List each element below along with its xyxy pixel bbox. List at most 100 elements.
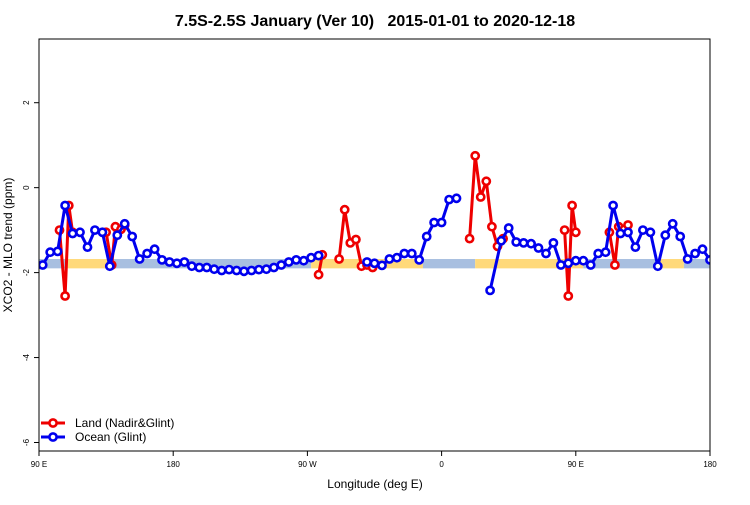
data-point-ocean (630, 242, 641, 252)
data-point-ocean (164, 257, 175, 267)
band-segment (657, 259, 684, 269)
data-point-ocean (186, 261, 197, 272)
data-point-land (481, 176, 492, 187)
data-point-ocean (518, 237, 529, 248)
data-point-ocean (556, 260, 566, 270)
data-point-land (475, 192, 486, 202)
data-point-land (313, 269, 324, 280)
data-point-ocean (60, 200, 70, 211)
data-point-land (350, 234, 361, 245)
data-point-ocean (414, 254, 425, 265)
data-point-ocean (45, 247, 56, 258)
data-point-ocean (585, 260, 596, 270)
data-point-ocean (570, 255, 581, 266)
data-point-ocean (391, 252, 402, 263)
y-axis-label: XCO2 - MLO trend (ppm) (1, 178, 15, 313)
x-tick-label: 180 (703, 460, 717, 469)
data-point-ocean (485, 285, 495, 296)
data-point-ocean (690, 248, 700, 259)
data-point-ocean (75, 227, 85, 238)
x-tick-label: 0 (439, 460, 444, 469)
data-point-ocean (578, 255, 589, 266)
data-point-land (559, 225, 570, 235)
band-segment (683, 259, 710, 269)
data-point-ocean (503, 223, 514, 233)
band-segment (111, 259, 312, 269)
data-point-ocean (224, 264, 234, 275)
data-point-ocean (313, 250, 324, 261)
data-point-ocean (104, 261, 115, 272)
data-point-ocean (660, 230, 671, 241)
legend-marker (48, 418, 58, 428)
y-tick-label: 0 (22, 185, 31, 190)
series-ocean (39, 193, 721, 296)
data-point-ocean (149, 244, 160, 255)
band-segment (39, 259, 66, 269)
data-point-ocean (127, 231, 138, 242)
band-segment (475, 259, 584, 269)
data-point-ocean (548, 237, 559, 248)
data-point-ocean (399, 248, 410, 259)
data-point-ocean (496, 235, 507, 246)
data-point-land (486, 221, 497, 232)
data-point-ocean (112, 230, 123, 241)
band-segment (583, 259, 658, 269)
data-point-ocean (444, 194, 454, 205)
data-point-ocean (97, 227, 108, 238)
data-point-ocean (194, 262, 205, 273)
chart-title: 7.5S-2.5S January (Ver 10) 2015-01-01 to… (175, 13, 575, 30)
data-point-ocean (157, 254, 167, 265)
series-land (54, 150, 633, 301)
x-tick-label: 90 W (298, 460, 317, 469)
plot-frame (38, 38, 711, 452)
data-point-ocean (306, 252, 316, 263)
data-point-ocean (563, 258, 574, 269)
data-point-ocean (705, 255, 710, 265)
data-point-ocean (298, 255, 309, 266)
data-point-ocean (201, 262, 212, 273)
data-point-ocean (451, 193, 462, 204)
data-point-ocean (667, 218, 678, 229)
data-point-ocean (369, 258, 380, 269)
data-point-ocean (526, 238, 536, 249)
data-point-ocean (436, 217, 447, 228)
data-point-ocean (675, 231, 686, 242)
data-point-ocean (291, 254, 302, 265)
band-segment (422, 259, 476, 269)
x-tick-label: 180 (167, 460, 181, 469)
data-point-ocean (246, 265, 257, 276)
data-point-land (334, 254, 344, 264)
y-tick-label: 2 (22, 100, 31, 105)
data-point-ocean (600, 247, 611, 258)
series-line-land (58, 204, 75, 298)
data-point-ocean (276, 260, 287, 270)
data-point-ocean (421, 231, 432, 242)
data-point-ocean (682, 254, 693, 264)
x-tick-label: 90 E (568, 460, 584, 469)
data-point-land (567, 200, 577, 211)
data-point-ocean (90, 225, 100, 235)
data-point-ocean (231, 265, 242, 276)
data-point-ocean (541, 248, 551, 259)
data-point-ocean (82, 242, 93, 252)
data-point-ocean (511, 237, 522, 247)
legend: Land (Nadir&Glint)Ocean (Glint) (41, 416, 174, 444)
data-point-ocean (142, 248, 152, 259)
data-point-land (610, 260, 620, 270)
data-point-ocean (406, 248, 417, 259)
data-point-ocean (171, 258, 182, 269)
data-point-ocean (362, 257, 372, 267)
data-point-land (563, 291, 574, 301)
series-layer (39, 150, 721, 301)
data-point-ocean (533, 243, 544, 253)
data-point-land (60, 291, 70, 301)
x-axis-label: Longitude (deg E) (327, 477, 422, 491)
data-point-ocean (615, 228, 626, 239)
data-point-ocean (714, 258, 721, 265)
legend-item-ocean: Ocean (Glint) (41, 430, 146, 444)
data-point-ocean (652, 261, 663, 272)
data-point-ocean (593, 248, 604, 259)
series-line-land (468, 154, 505, 248)
